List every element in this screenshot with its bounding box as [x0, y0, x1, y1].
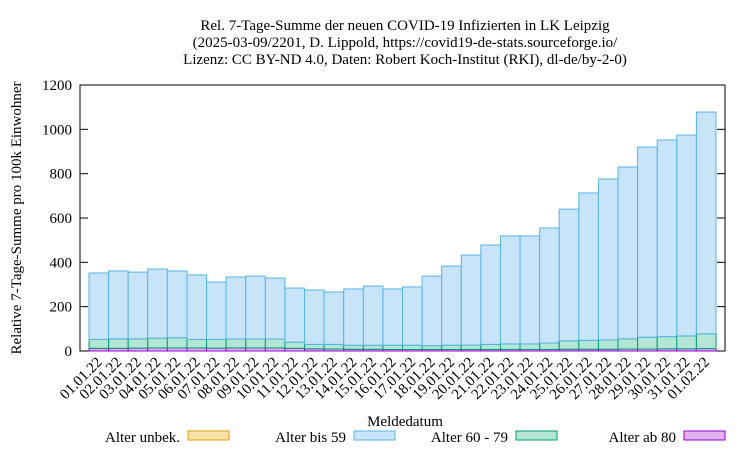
bar-segment [245, 275, 266, 340]
bar-segment [323, 291, 345, 345]
bar-segment [460, 344, 482, 350]
x-axis-label: Meldedatum [367, 414, 443, 430]
y-tick-label: 0 [65, 344, 73, 360]
y-tick-label: 200 [50, 300, 73, 316]
bar-segment [480, 244, 501, 345]
bar-segment [108, 270, 129, 340]
bar-segment [519, 343, 541, 350]
bar-segment [225, 276, 247, 340]
bar-segment [578, 339, 599, 350]
bar-segment [539, 227, 560, 344]
legend-swatch [187, 430, 230, 441]
bar-segment [558, 208, 580, 342]
legend-label: Alter unbek. [105, 430, 180, 446]
bar-segment [460, 254, 482, 346]
bar-segment [245, 338, 266, 349]
legend-swatch [515, 430, 558, 441]
bar-segment [323, 343, 345, 350]
bar-segment [88, 272, 110, 340]
legend-swatch [353, 430, 396, 441]
bar-segment [441, 344, 462, 350]
bar-segment [225, 338, 247, 349]
bar-segment [264, 338, 286, 349]
bar-segment [362, 344, 384, 350]
bar-segment [597, 178, 619, 341]
bar-segment [186, 338, 208, 349]
bar-segment [382, 344, 403, 350]
bar-segment [284, 287, 306, 343]
bar-segment [519, 235, 541, 345]
bar-segment [88, 338, 110, 349]
bar-segment [578, 192, 599, 341]
y-tick-label: 1000 [42, 122, 72, 138]
bar-segment [402, 286, 423, 346]
legend-label: Alter bis 59 [275, 430, 346, 446]
bar-segment [186, 274, 208, 340]
bar-segment [127, 338, 149, 349]
chart-title: Rel. 7-Tage-Summe der neuen COVID-19 Inf… [200, 18, 610, 34]
bar-segment [637, 336, 658, 350]
bar-segment [695, 333, 717, 350]
bar-segment [441, 265, 462, 346]
bar-segment [108, 338, 129, 349]
bar-segment [304, 343, 325, 350]
y-tick-label: 1200 [42, 78, 72, 94]
legend-swatch [683, 430, 726, 441]
bar-segment [343, 344, 364, 350]
bar-segment [656, 336, 678, 350]
bar-segment [421, 275, 443, 347]
legend-label: Alter ab 80 [609, 430, 676, 446]
bar-segment [421, 345, 443, 350]
bar-segment [304, 289, 325, 345]
legend-label: Alter 60 - 79 [431, 430, 508, 446]
bar-segment [617, 338, 639, 350]
bar-segment [695, 111, 717, 335]
bar-segment [597, 339, 619, 350]
bar-segment [264, 277, 286, 340]
bar-segment [362, 285, 384, 346]
bar-segment [206, 338, 227, 349]
y-tick-label: 600 [50, 211, 73, 227]
bar-segment [402, 344, 423, 350]
bar-segment [166, 337, 188, 349]
bar-segment [656, 139, 678, 338]
bar-segment [499, 235, 521, 345]
bar-segment [166, 270, 188, 339]
bar-segment [382, 288, 403, 346]
y-tick-label: 800 [50, 167, 73, 183]
bar-segment [206, 281, 227, 340]
bar-segment [539, 342, 560, 350]
chart-subtitle: (2025-03-09/2201, D. Lippold, https://co… [193, 35, 618, 51]
bar-segment [676, 335, 697, 350]
bar-segment [617, 166, 639, 340]
bar-segment [676, 134, 697, 337]
bar-segment [343, 288, 364, 346]
bar-segment [284, 341, 306, 349]
bar-segment [127, 271, 149, 340]
bar-segment [499, 343, 521, 350]
bar-segment [637, 146, 658, 338]
bar-segment [147, 268, 168, 339]
bar-segment [558, 340, 580, 350]
y-axis-label: Relative 7-Tage-Summe pro 100k Einwohner [9, 81, 25, 354]
bar-segment [147, 337, 168, 349]
y-tick-label: 400 [50, 255, 73, 271]
chart-subtitle: Lizenz: CC BY-ND 4.0, Daten: Robert Koch… [183, 52, 627, 68]
bar-segment [480, 343, 501, 350]
